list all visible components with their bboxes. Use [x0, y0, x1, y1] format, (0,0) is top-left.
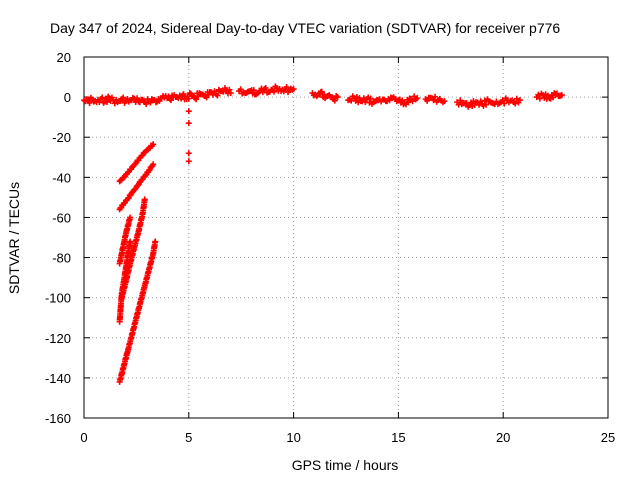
data-point [150, 141, 157, 148]
y-tick-label: -120 [45, 331, 71, 346]
data-point [186, 90, 193, 97]
data-point [127, 238, 134, 245]
data-point [166, 96, 173, 103]
data-point [483, 101, 490, 108]
y-tick-label: -160 [45, 411, 71, 426]
data-point [334, 94, 341, 101]
data-point [367, 95, 374, 102]
y-axis-label: SDTVAR / TECUs [6, 182, 22, 294]
axis-ticks: 0 5 10 15 20 25 20 0 -20 -40 -60 -80 -100 -120 -140 -16… [45, 50, 615, 445]
data-point [120, 94, 127, 101]
data-point [134, 95, 141, 102]
data-point [150, 161, 157, 168]
data-point [214, 92, 221, 99]
y-tick-label: -20 [52, 130, 71, 145]
data-point [185, 158, 192, 165]
data-point [360, 95, 367, 102]
x-tick-label: 10 [286, 430, 300, 445]
y-tick-label: 20 [57, 50, 71, 65]
data-point [558, 92, 565, 99]
y-tick-label: 0 [64, 90, 71, 105]
data-point [185, 150, 192, 157]
data-point [290, 86, 297, 93]
data-point [99, 94, 106, 101]
data-point [331, 97, 338, 104]
data-point [192, 95, 199, 102]
x-tick-label: 0 [80, 430, 87, 445]
plot-frame [83, 56, 609, 419]
data-point [108, 94, 115, 101]
data-point [283, 84, 290, 91]
data-point [141, 196, 148, 203]
data-point [409, 98, 416, 105]
chart-title: Day 347 of 2024, Sidereal Day-to-day VTE… [50, 20, 560, 36]
x-tick-label: 15 [391, 430, 405, 445]
data-point [227, 90, 234, 97]
data-point [457, 97, 464, 104]
y-tick-label: -100 [45, 291, 71, 306]
x-tick-label: 5 [185, 430, 192, 445]
data-point [501, 100, 508, 107]
x-axis-label: GPS time / hours [292, 457, 399, 473]
gridlines [84, 57, 608, 418]
data-point [414, 95, 421, 102]
data-point [127, 214, 134, 221]
data-point [226, 86, 233, 93]
data-point [237, 86, 244, 93]
data-point [104, 99, 111, 106]
data-point [550, 94, 557, 101]
data-point [432, 93, 439, 100]
data-point [512, 100, 519, 107]
data-points [81, 83, 565, 385]
data-point [271, 88, 278, 95]
data-point [142, 172, 149, 179]
data-point [405, 99, 412, 106]
data-point [152, 238, 159, 245]
data-point [513, 95, 520, 102]
data-point [250, 87, 257, 94]
x-tick-label: 25 [601, 430, 615, 445]
y-tick-label: -80 [52, 251, 71, 266]
data-point [167, 97, 174, 104]
data-point [411, 93, 418, 100]
y-tick-label: -60 [52, 210, 71, 225]
data-point [220, 88, 227, 95]
data-point [178, 95, 185, 102]
data-point [262, 85, 269, 92]
x-tick-label: 20 [496, 430, 510, 445]
y-tick-label: -140 [45, 371, 71, 386]
data-point [185, 120, 192, 127]
data-point [185, 95, 192, 102]
data-point [86, 99, 93, 106]
data-point [441, 98, 448, 105]
data-point [516, 97, 523, 104]
y-tick-label: -40 [52, 170, 71, 185]
data-point [185, 108, 192, 115]
